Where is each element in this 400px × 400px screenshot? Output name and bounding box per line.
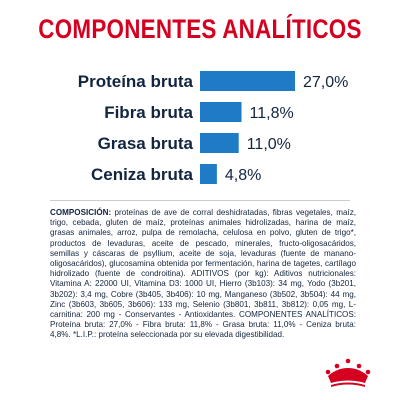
composition-body: proteínas de ave de corral deshidratadas…	[50, 208, 356, 340]
category-label: Grasa bruta	[98, 134, 194, 153]
bar	[200, 164, 217, 184]
bar	[200, 102, 242, 122]
bar	[200, 133, 239, 153]
value-label: 4,8%	[225, 167, 261, 184]
composition-heading: COMPOSICIÓN:	[50, 208, 112, 217]
category-label: Proteína bruta	[78, 72, 194, 91]
category-label: Ceniza bruta	[91, 165, 194, 184]
value-label: 27,0%	[303, 74, 348, 91]
value-label: 11,8%	[250, 105, 294, 122]
value-label: 11,0%	[247, 136, 291, 153]
category-label: Fibra bruta	[104, 103, 193, 122]
divider	[50, 200, 350, 201]
bar-chart: Proteína bruta 27,0% Fibra bruta 11,8% Grasa…	[78, 71, 348, 184]
composition-text: COMPOSICIÓN: proteínas de ave de corral …	[50, 208, 356, 341]
crown-logo-icon	[325, 358, 371, 387]
page-title: COMPONENTES ANALÍTICOS	[38, 14, 362, 44]
bar	[200, 71, 295, 91]
